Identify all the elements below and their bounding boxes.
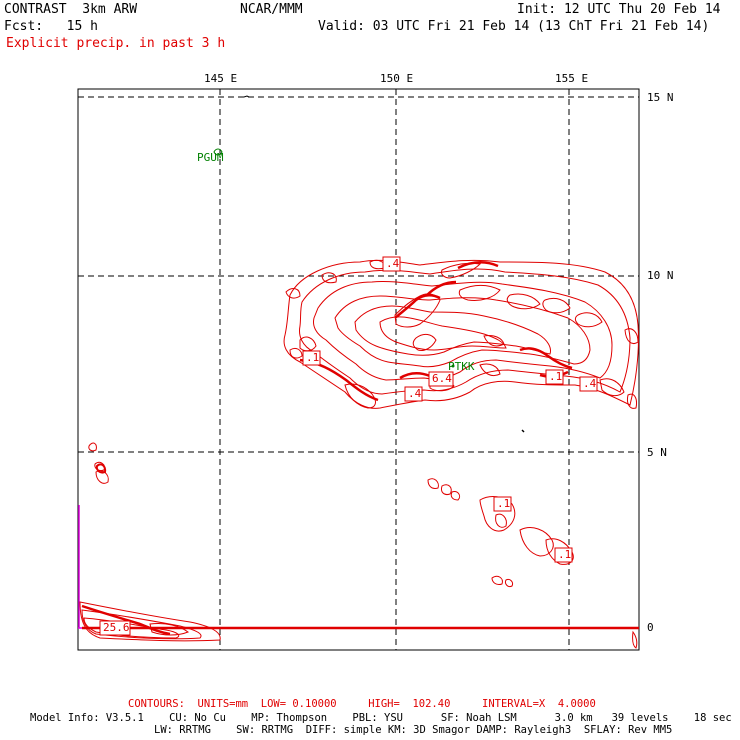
contour-label: 6.4 bbox=[432, 372, 452, 385]
contour-label-box bbox=[579, 376, 598, 392]
init-time: Init: 12 UTC Thu 20 Feb 14 bbox=[517, 2, 721, 17]
lat-label-15n: 15 N bbox=[647, 91, 674, 104]
lon-label-155: 155 E bbox=[555, 72, 589, 85]
model-info-line-1: Model Info: V3.5.1 CU: No Cu MP: Thompso… bbox=[30, 712, 732, 724]
model-title: CONTRAST 3km ARW bbox=[4, 2, 138, 17]
island-mark bbox=[243, 95, 250, 98]
lat-label-0: 0 bbox=[647, 621, 654, 634]
contour-label-box bbox=[428, 371, 454, 387]
station-label-pgum: PGUM bbox=[197, 151, 224, 164]
lon-label-145: 145 E bbox=[204, 72, 238, 85]
valid-time: Valid: 03 UTC Fri 21 Feb 14 (13 ChT Fri … bbox=[318, 19, 710, 34]
contour-label-box bbox=[545, 369, 564, 385]
ptkk-marker bbox=[451, 364, 455, 368]
contour-label-box bbox=[99, 620, 131, 636]
contour-label-box bbox=[554, 547, 573, 563]
station-label-ptkk: PTKK bbox=[448, 360, 475, 373]
precip-contour-southeast-corner bbox=[632, 630, 638, 649]
precip-contours-main bbox=[283, 259, 639, 409]
contour-label-box bbox=[493, 496, 512, 512]
contour-label-boxes bbox=[99, 256, 598, 636]
contour-label: .1 bbox=[306, 351, 320, 364]
lon-label-150: 150 E bbox=[380, 72, 414, 85]
field-title: Explicit precip. in past 3 h bbox=[6, 36, 226, 51]
contour-label-box bbox=[404, 386, 423, 402]
lat-label-10n: 10 N bbox=[647, 269, 674, 282]
precip-heavy-equator bbox=[81, 604, 639, 636]
map-frame bbox=[77, 88, 640, 651]
model-info-line-2: LW: RRTMG SW: RRTMG DIFF: simple KM: 3D … bbox=[154, 724, 673, 736]
contour-label-box bbox=[302, 350, 321, 366]
precip-heavy-west bbox=[95, 463, 107, 474]
contour-label-box bbox=[382, 256, 401, 272]
contour-label: .4 bbox=[386, 257, 400, 270]
forecast-hour: Fcst: 15 h bbox=[4, 19, 98, 34]
precip-contours-west bbox=[88, 442, 109, 484]
pgum-marker bbox=[213, 148, 223, 156]
contour-info: CONTOURS: UNITS=mm LOW= 0.10000 HIGH= 10… bbox=[128, 698, 596, 710]
org-label: NCAR/MMM bbox=[240, 2, 303, 17]
contour-label: .4 bbox=[583, 377, 597, 390]
contour-label: .1 bbox=[558, 548, 572, 561]
contour-label: .1 bbox=[497, 497, 511, 510]
contour-label: 25.6 bbox=[103, 621, 130, 634]
contour-label: .4 bbox=[408, 387, 422, 400]
precip-contours-southeast bbox=[427, 478, 574, 587]
lat-label-5n: 5 N bbox=[647, 446, 667, 459]
contour-label: .1 bbox=[549, 370, 563, 383]
island-mark bbox=[521, 429, 525, 433]
lat-lon-grid bbox=[78, 89, 639, 650]
